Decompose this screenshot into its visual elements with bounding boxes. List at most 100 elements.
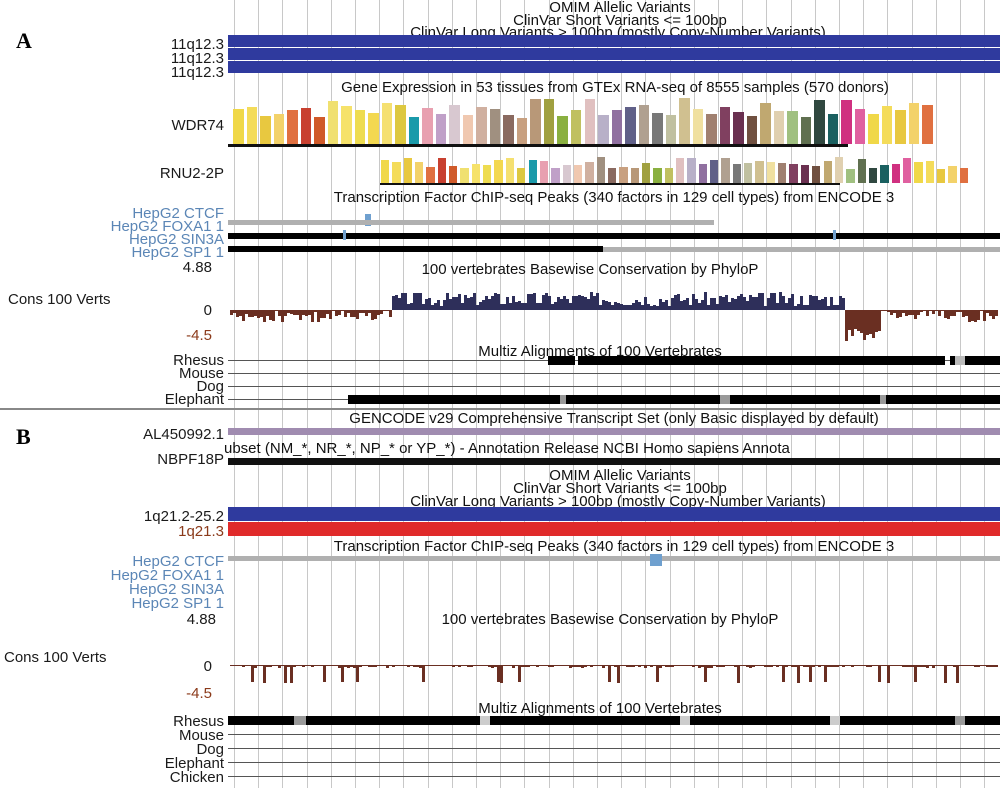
expression-bar[interactable] [273, 113, 285, 144]
expression-bar[interactable] [584, 98, 596, 144]
panel-b-tf-peak-ctcf[interactable] [228, 556, 1000, 561]
alignment-block[interactable] [548, 356, 575, 365]
expression-bar[interactable] [517, 167, 526, 183]
expression-bar[interactable] [341, 106, 352, 144]
expression-bar[interactable] [922, 105, 933, 144]
expression-bar[interactable] [528, 160, 537, 183]
alignment-block[interactable] [348, 395, 1000, 404]
expression-bar[interactable] [437, 158, 447, 183]
expression-bar[interactable] [834, 157, 844, 183]
expression-bar[interactable] [653, 167, 662, 183]
alignment-block[interactable] [306, 716, 480, 725]
expression-bar[interactable] [891, 164, 900, 183]
expression-bar[interactable] [395, 105, 406, 144]
alignment-block[interactable] [955, 356, 965, 365]
expression-bar[interactable] [789, 164, 798, 183]
expression-bar[interactable] [868, 113, 879, 144]
expression-bar[interactable] [449, 165, 458, 183]
expression-bar[interactable] [392, 161, 401, 183]
alignment-block[interactable] [955, 716, 965, 725]
alignment-block[interactable] [480, 716, 490, 725]
expression-bar[interactable] [494, 159, 503, 183]
expression-bar[interactable] [596, 157, 605, 183]
panel-a-gene-label-wdr74[interactable]: WDR74 [171, 117, 224, 134]
alignment-block[interactable] [720, 395, 730, 404]
expression-bar[interactable] [857, 158, 866, 183]
expression-bar[interactable] [706, 113, 717, 144]
expression-bar[interactable] [260, 116, 271, 144]
expression-bar[interactable] [760, 102, 771, 144]
panel-a-tf-mark-2[interactable] [833, 230, 836, 240]
expression-bar[interactable] [611, 110, 623, 144]
expression-bar[interactable] [570, 109, 582, 144]
expression-bar[interactable] [233, 108, 244, 144]
expression-bar[interactable] [959, 167, 968, 183]
expression-bar[interactable] [408, 117, 420, 144]
expression-bar[interactable] [880, 164, 889, 183]
expression-bar[interactable] [471, 163, 481, 183]
expression-bar[interactable] [732, 163, 742, 183]
expression-bar[interactable] [598, 114, 609, 144]
alignment-block[interactable] [490, 716, 680, 725]
expression-bar[interactable] [895, 110, 906, 144]
expression-bar[interactable] [827, 113, 839, 144]
panel-a-tf-peak-sp1-black[interactable] [228, 246, 603, 252]
expression-bar[interactable] [719, 107, 731, 144]
panel-a-tf-peak-sp1-gray[interactable] [603, 247, 1000, 252]
alignment-block[interactable] [830, 716, 840, 725]
expression-bar[interactable] [354, 110, 366, 144]
expression-bar[interactable] [435, 113, 447, 144]
expression-bar[interactable] [327, 100, 339, 144]
expression-bar[interactable] [692, 109, 704, 144]
alignment-block[interactable] [950, 356, 1000, 365]
expression-bar[interactable] [641, 162, 651, 183]
expression-bar[interactable] [841, 100, 852, 144]
alignment-block[interactable] [840, 716, 1000, 725]
expression-bar[interactable] [698, 164, 708, 183]
expression-bar[interactable] [664, 167, 673, 183]
expression-bar[interactable] [300, 108, 312, 144]
expression-bar[interactable] [746, 115, 758, 144]
expression-bar[interactable] [676, 158, 685, 183]
expression-bar[interactable] [557, 116, 568, 144]
expression-bar[interactable] [246, 107, 258, 144]
expression-bar[interactable] [539, 160, 549, 183]
panel-b-tf-mark-blue[interactable] [650, 554, 662, 566]
panel-b-clinvar-bar-red[interactable] [228, 522, 1000, 536]
expression-bar[interactable] [505, 158, 515, 183]
alignment-block[interactable] [880, 395, 886, 404]
expression-bar[interactable] [483, 165, 492, 183]
expression-bar[interactable] [687, 158, 696, 183]
expression-bar[interactable] [638, 104, 650, 144]
expression-bar[interactable] [630, 167, 639, 183]
expression-bar[interactable] [625, 107, 636, 144]
expression-bar[interactable] [948, 165, 957, 183]
expression-bar[interactable] [543, 98, 555, 144]
expression-bar[interactable] [800, 117, 812, 144]
alignment-block[interactable] [578, 356, 945, 365]
expression-bar[interactable] [778, 162, 787, 183]
expression-bar[interactable] [755, 161, 764, 183]
panel-a-clinvar-bar-3[interactable] [228, 61, 1000, 73]
panel-a-clinvar-bar-1[interactable] [228, 35, 1000, 47]
panel-b-gene-label-al450992[interactable]: AL450992.1 [143, 426, 224, 443]
expression-bar[interactable] [766, 161, 776, 183]
expression-bar[interactable] [503, 115, 514, 144]
expression-bar[interactable] [415, 162, 424, 183]
panel-a-tf-mark-1[interactable] [343, 230, 346, 240]
alignment-block[interactable] [690, 716, 830, 725]
expression-bar[interactable] [381, 160, 390, 183]
panel-a-tf-peak-foxa1[interactable] [228, 220, 714, 225]
expression-bar[interactable] [800, 165, 810, 183]
expression-bar[interactable] [679, 98, 690, 144]
expression-bar[interactable] [476, 107, 487, 144]
expression-bar[interactable] [902, 157, 912, 183]
expression-bar[interactable] [823, 160, 832, 183]
expression-bar[interactable] [607, 167, 617, 183]
expression-bar[interactable] [562, 164, 571, 183]
expression-bar[interactable] [787, 111, 798, 144]
panel-b-gencode-transcript[interactable] [228, 428, 1000, 435]
expression-bar[interactable] [925, 161, 934, 183]
expression-bar[interactable] [462, 115, 474, 144]
expression-bar[interactable] [460, 168, 469, 183]
